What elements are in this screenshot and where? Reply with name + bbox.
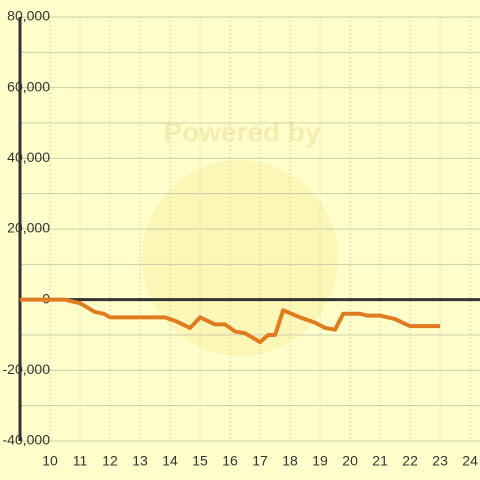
x-tick-label: 11: [73, 453, 88, 469]
watermark-logo: [142, 160, 338, 356]
y-tick-label: 60,000: [7, 78, 50, 94]
x-tick-label: 23: [432, 453, 448, 469]
x-tick-label: 22: [402, 453, 418, 469]
x-tick-label: 20: [342, 453, 358, 469]
x-tick-label: 14: [162, 453, 178, 469]
y-tick-label: -20,000: [3, 361, 51, 377]
x-tick-label: 10: [42, 453, 58, 469]
watermark: Powered by: [163, 116, 321, 147]
x-tick-label: 21: [372, 453, 388, 469]
x-tick-label: 13: [132, 453, 148, 469]
x-tick-label: 15: [192, 453, 208, 469]
x-tick-label: 24: [462, 453, 478, 469]
y-tick-label: 20,000: [7, 220, 50, 236]
x-tick-label: 16: [222, 453, 238, 469]
x-tick-label: 18: [282, 453, 298, 469]
y-tick-label: 80,000: [7, 8, 50, 24]
x-tick-label: 12: [102, 453, 118, 469]
x-tick-label: 19: [312, 453, 328, 469]
y-tick-label: 40,000: [7, 149, 50, 165]
x-tick-label: 17: [252, 453, 268, 469]
y-tick-label: -40,000: [3, 432, 51, 448]
line: [20, 297, 441, 345]
